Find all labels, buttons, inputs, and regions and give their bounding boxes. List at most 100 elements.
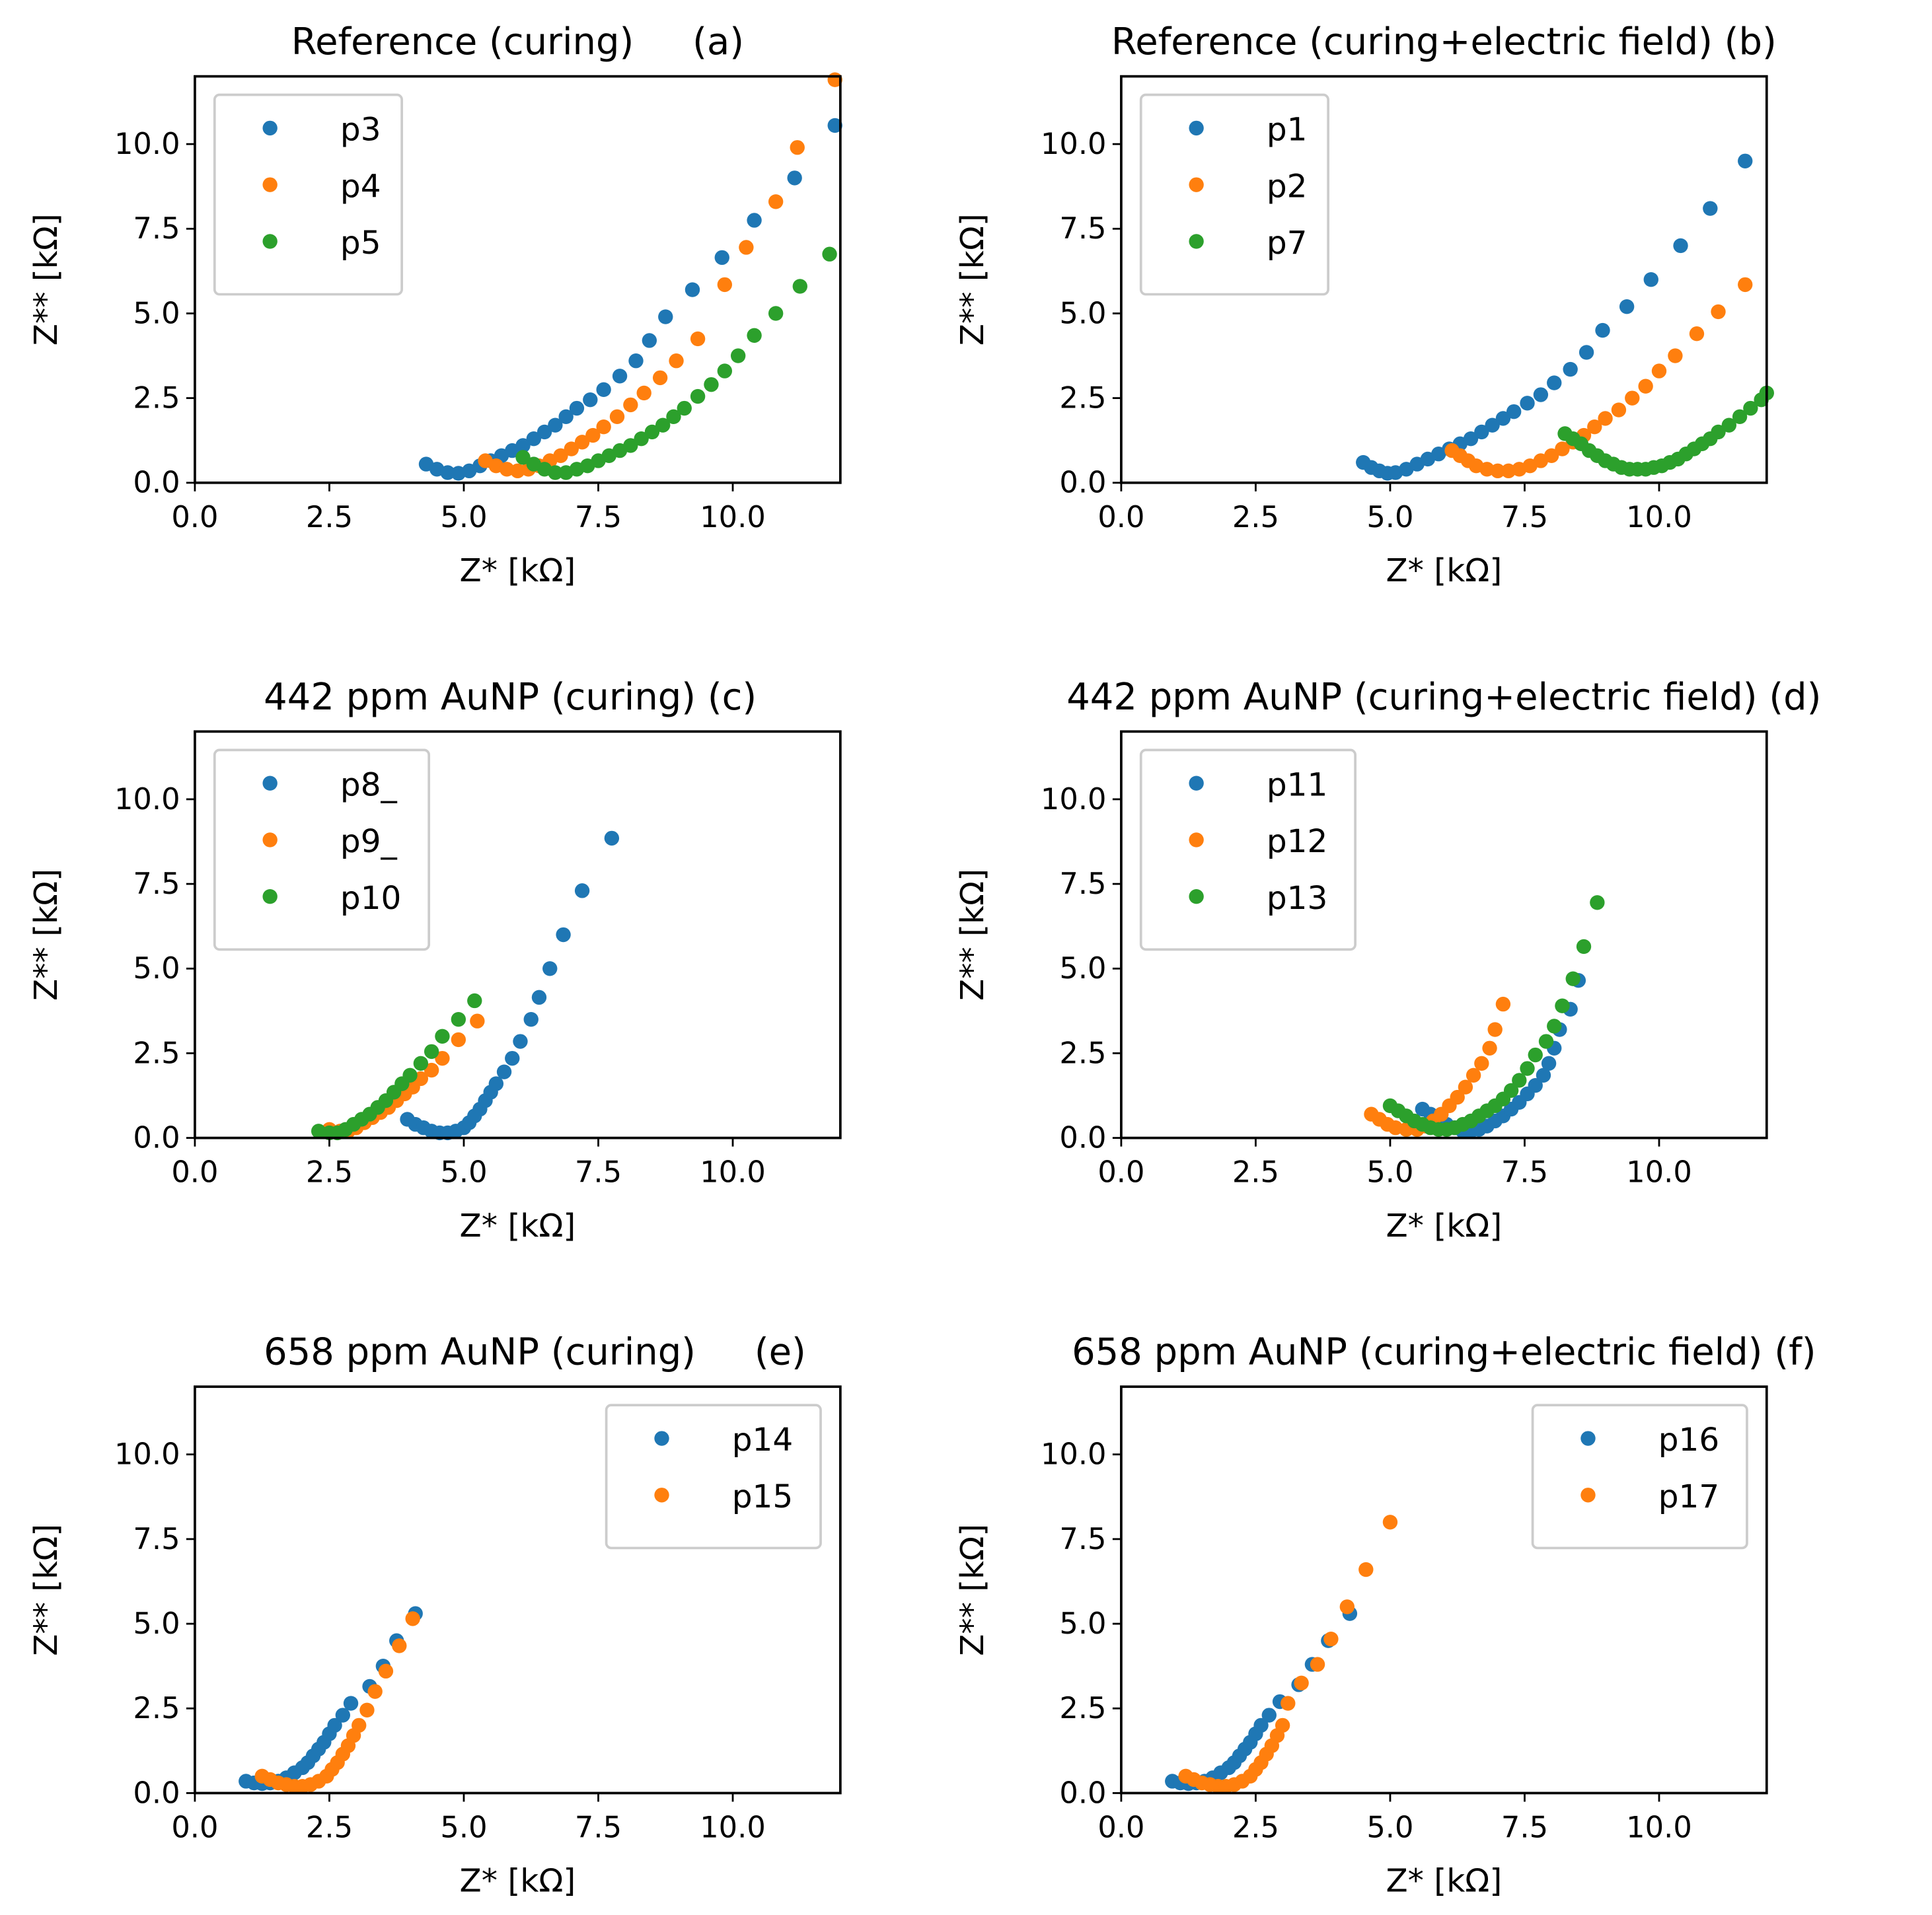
data-point bbox=[1358, 1562, 1374, 1577]
data-point bbox=[612, 369, 628, 384]
x-tick-label: 0.0 bbox=[1097, 1155, 1144, 1190]
data-point bbox=[768, 194, 784, 209]
data-point bbox=[1651, 363, 1667, 379]
subplot-title: Reference (curing) (a) bbox=[291, 20, 744, 63]
legend: p14 p15 bbox=[605, 1404, 822, 1550]
data-point bbox=[1382, 1515, 1398, 1530]
series-p8_ bbox=[400, 830, 620, 1141]
axes-frame bbox=[1120, 75, 1768, 484]
data-point bbox=[564, 441, 579, 456]
data-point bbox=[424, 1062, 439, 1078]
y-tick-label: 7.5 bbox=[1059, 211, 1106, 246]
x-tick-label: 10.0 bbox=[1626, 1810, 1692, 1845]
x-tick-label: 2.5 bbox=[1232, 1155, 1279, 1190]
x-axis-label: Z* [kΩ] bbox=[460, 552, 576, 589]
data-point bbox=[666, 409, 681, 425]
data-point bbox=[717, 277, 732, 293]
x-tick-label: 7.5 bbox=[1501, 1810, 1548, 1845]
data-point bbox=[402, 1067, 418, 1083]
legend-marker bbox=[262, 120, 278, 136]
legend-marker bbox=[654, 1431, 669, 1446]
data-point bbox=[440, 465, 455, 480]
legend-marker bbox=[1189, 177, 1204, 192]
data-point bbox=[1294, 1675, 1309, 1690]
y-tick-label: 10.0 bbox=[114, 1437, 180, 1472]
data-point bbox=[1711, 304, 1726, 320]
y-tick-label: 10.0 bbox=[1041, 126, 1107, 161]
data-point bbox=[335, 1708, 351, 1723]
x-axis-label: Z* [kΩ] bbox=[1386, 1863, 1502, 1900]
data-point bbox=[413, 1056, 429, 1071]
data-point bbox=[1579, 345, 1594, 360]
legend-marker bbox=[1189, 776, 1204, 791]
y-tick-label: 0.0 bbox=[133, 465, 180, 500]
axes-frame bbox=[1120, 1385, 1768, 1795]
legend-label: p7 bbox=[1267, 225, 1308, 262]
data-point bbox=[604, 830, 620, 846]
data-point bbox=[558, 409, 574, 425]
legend-box bbox=[1139, 93, 1329, 296]
data-point bbox=[1487, 1022, 1503, 1037]
data-point bbox=[1565, 971, 1580, 986]
y-tick-label: 5.0 bbox=[133, 295, 180, 330]
data-point bbox=[343, 1696, 359, 1711]
y-axis-label: Z** [kΩ] bbox=[28, 1524, 65, 1656]
y-tick-label: 2.5 bbox=[1059, 1690, 1106, 1725]
axes-frame bbox=[194, 75, 842, 484]
data-point bbox=[822, 246, 837, 262]
data-point bbox=[435, 1029, 450, 1044]
subplot-title: 658 ppm AuNP (curing+electric field) (f) bbox=[1072, 1331, 1816, 1374]
data-point bbox=[1598, 411, 1613, 426]
data-point bbox=[470, 1013, 485, 1029]
x-tick-label: 10.0 bbox=[700, 499, 766, 534]
legend-marker bbox=[1189, 120, 1204, 136]
data-point bbox=[596, 382, 611, 398]
data-point bbox=[1253, 1717, 1269, 1733]
series-p2 bbox=[1444, 277, 1753, 479]
subplot-a: Reference (curing) (a) 0.0 2.5 5.0 7.5 10.0 0.… bbox=[28, 20, 842, 589]
data-point bbox=[548, 417, 563, 433]
legend-marker bbox=[262, 177, 278, 192]
y-tick-label: 5.0 bbox=[1059, 295, 1106, 330]
legend-marker bbox=[1189, 234, 1204, 249]
data-point bbox=[1474, 424, 1489, 440]
data-point bbox=[1673, 238, 1688, 254]
subplot-title: 442 ppm AuNP (curing+electric field) (d) bbox=[1066, 676, 1821, 719]
data-point bbox=[1711, 424, 1726, 440]
data-point bbox=[1738, 153, 1753, 168]
data-point bbox=[1520, 396, 1535, 411]
data-point bbox=[1528, 1047, 1543, 1063]
legend-marker bbox=[654, 1488, 669, 1503]
y-tick-label: 0.0 bbox=[1059, 465, 1106, 500]
subplot-title: Reference (curing+electric field) (b) bbox=[1111, 20, 1777, 63]
data-point bbox=[392, 1638, 407, 1653]
series-p17 bbox=[1178, 1515, 1398, 1794]
series-p3 bbox=[418, 118, 842, 481]
data-point bbox=[739, 240, 754, 255]
data-point bbox=[435, 1050, 450, 1066]
legend-label: p4 bbox=[340, 168, 381, 205]
data-point bbox=[352, 1717, 367, 1733]
data-point bbox=[451, 1032, 466, 1048]
legend-marker bbox=[262, 234, 278, 249]
data-point bbox=[1463, 431, 1479, 447]
x-axis-label: Z* [kΩ] bbox=[1386, 1208, 1502, 1245]
data-point bbox=[787, 170, 802, 186]
data-point bbox=[623, 438, 638, 453]
series-p13 bbox=[1382, 895, 1605, 1137]
data-point bbox=[658, 309, 673, 324]
data-point bbox=[496, 1064, 512, 1079]
legend: p11 p12 p13 bbox=[1139, 748, 1356, 951]
data-point bbox=[1703, 201, 1718, 216]
data-point bbox=[1458, 1079, 1473, 1095]
legend-box bbox=[213, 93, 404, 296]
legend-label: p16 bbox=[1658, 1422, 1719, 1459]
data-point bbox=[1576, 939, 1592, 955]
data-point bbox=[1543, 448, 1559, 463]
axes-frame bbox=[194, 1385, 842, 1795]
x-tick-label: 7.5 bbox=[1501, 1155, 1548, 1190]
legend-label: p1 bbox=[1267, 112, 1308, 149]
x-tick-label: 10.0 bbox=[700, 1155, 766, 1190]
data-point bbox=[526, 431, 541, 447]
subplot-b: Reference (curing+electric field) (b) 0.0… bbox=[954, 20, 1777, 589]
